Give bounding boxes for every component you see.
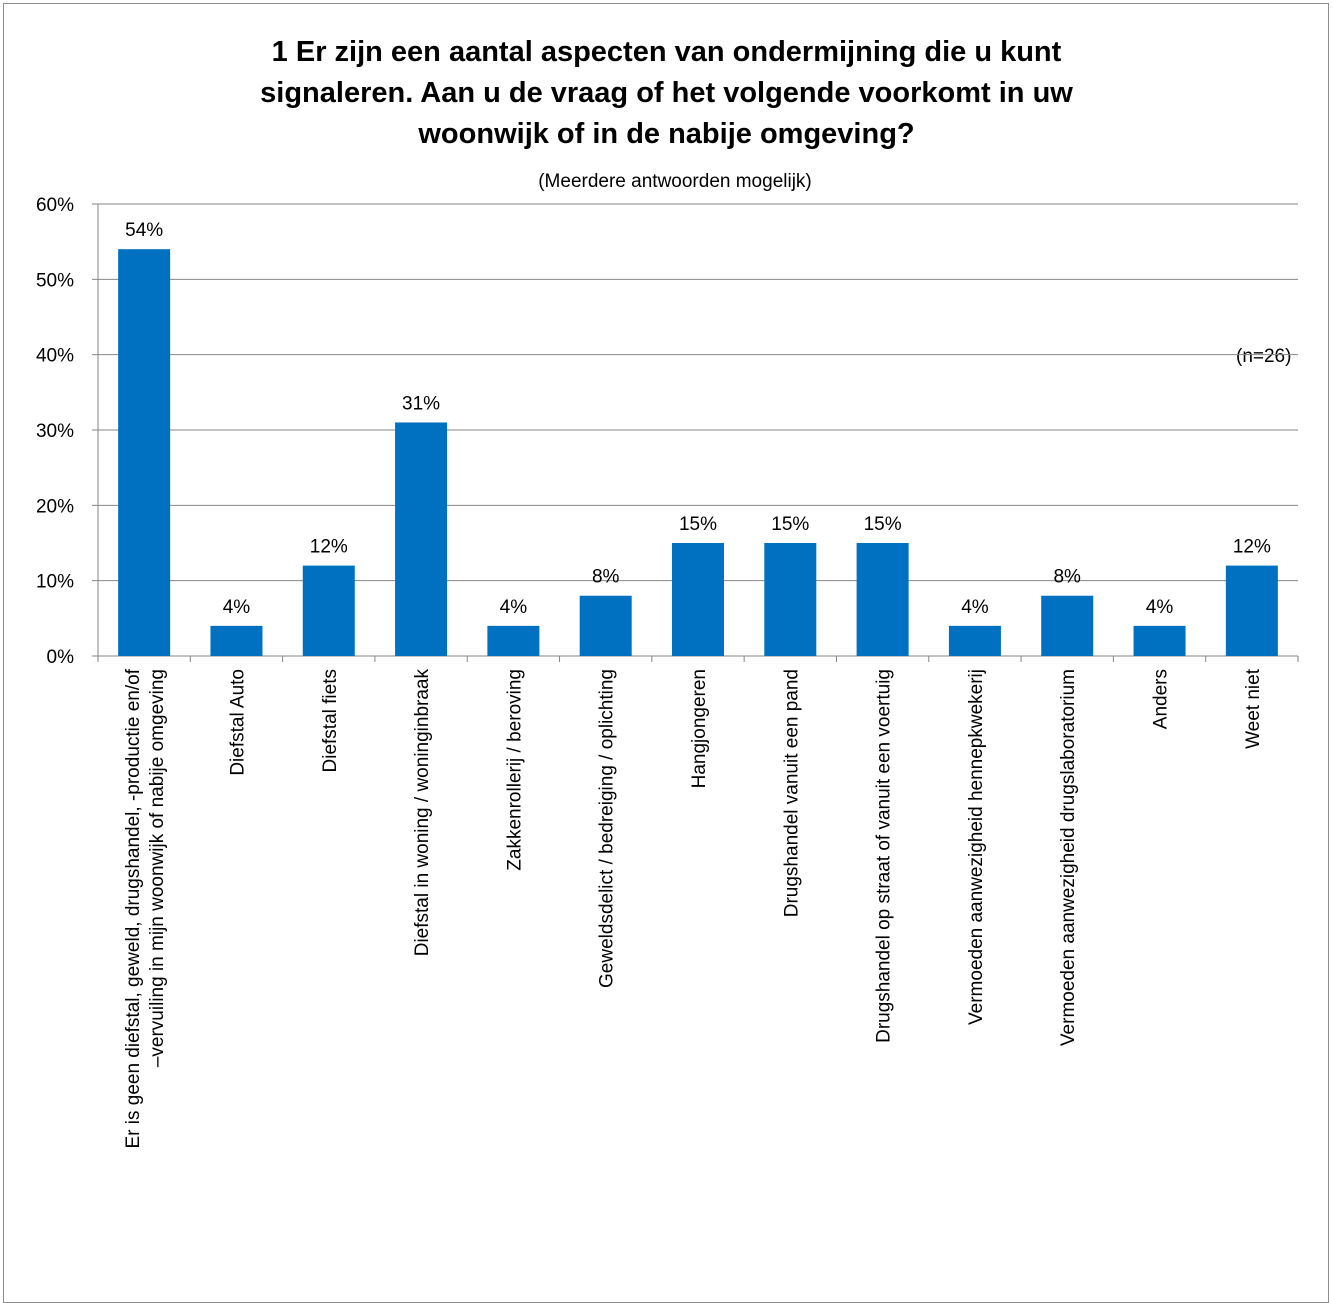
x-category-label: Vermoeden aanwezigheid drugslaboratorium (1058, 669, 1079, 1046)
x-category-label-line: Diefstal Auto (227, 669, 248, 776)
chart-subtitle: (Meerdere antwoorden mogelijk) (538, 171, 812, 192)
x-category-label-line: Geweldsdelict / bedreiging / oplichting (597, 669, 618, 988)
x-category-label: Er is geen diefstal, geweld, drugshandel… (123, 668, 168, 1148)
y-tick-label: 20% (36, 496, 74, 517)
x-category-label: Geweldsdelict / bedreiging / oplichting (597, 669, 618, 988)
x-category-label: Zakkenrollerij / beroving (504, 669, 525, 871)
bar (210, 625, 263, 656)
x-category-label-line: Vermoeden aanwezigheid drugslaboratorium (1058, 669, 1079, 1046)
x-category-label-line: Weet niet (1243, 668, 1264, 749)
data-label: 4% (500, 597, 528, 618)
bar (579, 595, 632, 656)
x-category-label-line: Zakkenrollerij / beroving (504, 669, 525, 871)
x-category-label: Hangjongeren (689, 669, 710, 788)
bar (1133, 625, 1186, 656)
x-category-label-line: Anders (1151, 669, 1172, 729)
bar (302, 565, 355, 656)
y-tick-label: 40% (36, 346, 74, 367)
data-labels: 54% 4% 12% 31% 4% 8% 15% 15% 15% 4% 8% 4% 12% (125, 220, 1271, 618)
y-tick-labels: 0% 10% 20% 30% 40% 50% 60% (36, 195, 74, 668)
data-label: 4% (1146, 597, 1174, 618)
x-category-label: Diefstal Auto (227, 669, 248, 776)
chart-title: 1 Er zijn een aantal aspecten van onderm… (0, 32, 1333, 155)
chart-title-line: signaleren. Aan u de vraag of het volgen… (260, 77, 1073, 109)
sample-size-note: (n=26) (1236, 346, 1292, 367)
data-label: 4% (961, 597, 989, 618)
y-tick-label: 0% (47, 647, 75, 668)
y-tick-label: 60% (36, 195, 74, 216)
data-label: 8% (1053, 567, 1081, 588)
bar (118, 249, 171, 656)
bar (764, 543, 817, 656)
bar (1225, 565, 1278, 656)
x-category-label: Diefstal fiets (320, 669, 341, 772)
data-label: 8% (592, 567, 620, 588)
bars (118, 249, 1278, 656)
x-category-label-line: Drugshandel op straat of vanuit een voer… (874, 669, 895, 1043)
x-category-label: Anders (1151, 669, 1172, 729)
bar (395, 422, 448, 656)
x-category-labels: Er is geen diefstal, geweld, drugshandel… (123, 668, 1264, 1148)
bar (856, 543, 909, 656)
x-category-label-line: Diefstal in woning / woninginbraak (412, 669, 433, 957)
data-label: 31% (402, 393, 440, 414)
gridlines (98, 203, 1298, 582)
bar (1041, 595, 1094, 656)
bar (948, 625, 1001, 656)
x-category-label-line: –vervuiling in mijn woonwijk of nabije o… (147, 669, 168, 1067)
data-label: 54% (125, 220, 163, 241)
x-category-label: Vermoeden aanwezigheid hennepkwekerij (966, 669, 987, 1025)
chart-title-line: 1 Er zijn een aantal aspecten van onderm… (271, 36, 1062, 68)
bar (487, 625, 540, 656)
data-label: 15% (679, 514, 717, 535)
data-label: 15% (864, 514, 902, 535)
data-label: 4% (223, 597, 251, 618)
x-category-label-line: Drugshandel vanuit een pand (781, 669, 802, 917)
x-category-label-line: Diefstal fiets (320, 669, 341, 772)
x-category-label-line: Er is geen diefstal, geweld, drugshandel… (123, 668, 144, 1148)
x-category-label-line: Vermoeden aanwezigheid hennepkwekerij (966, 669, 987, 1025)
data-label: 12% (1233, 537, 1271, 558)
y-tick-label: 10% (36, 572, 74, 593)
y-tick-label: 50% (36, 270, 74, 291)
data-label: 12% (310, 537, 348, 558)
x-category-label: Drugshandel vanuit een pand (781, 669, 802, 917)
x-category-label: Drugshandel op straat of vanuit een voer… (874, 669, 895, 1043)
x-category-label-line: Hangjongeren (689, 669, 710, 788)
y-tick-label: 30% (36, 421, 74, 442)
bar (672, 543, 724, 656)
chart-title-line: woonwijk of in de nabije omgeving? (418, 118, 915, 150)
data-label: 15% (771, 514, 809, 535)
x-category-label: Diefstal in woning / woninginbraak (412, 669, 433, 957)
x-category-label: Weet niet (1243, 668, 1264, 749)
